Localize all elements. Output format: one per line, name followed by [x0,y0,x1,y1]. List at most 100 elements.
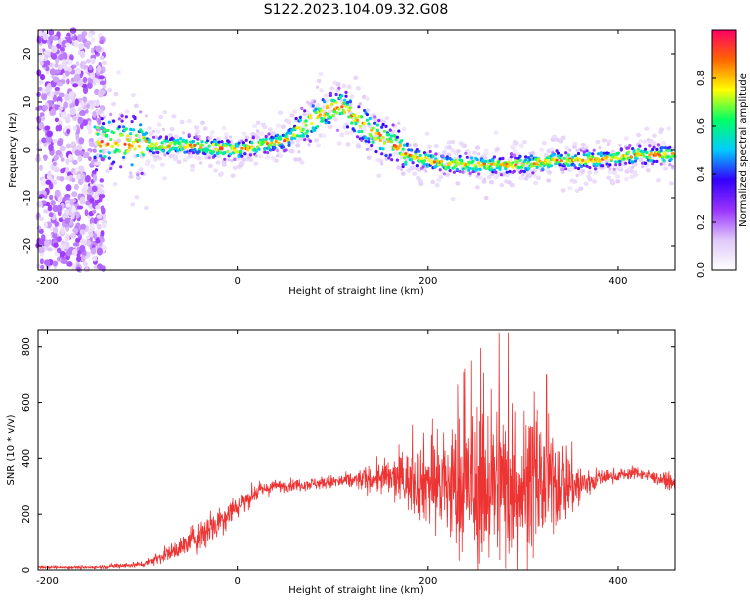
heatmap-cell [49,91,54,99]
heatmap-cell [244,135,250,140]
heatmap-cell [106,128,110,133]
heatmap-cell [257,147,261,151]
heatmap-cell [415,155,419,159]
heatmap-cell [144,162,150,167]
heatmap-cell [99,154,103,158]
heatmap-cell [87,120,92,127]
heatmap-cell [539,147,545,152]
heatmap-cell [85,58,91,64]
heatmap-cell [655,147,659,152]
heatmap-cell [536,175,541,180]
heatmap-cell [382,141,387,145]
heatmap-cell [104,134,109,138]
heatmap-cell [147,126,152,131]
heatmap-cell [450,148,456,153]
heatmap-cell [237,154,241,158]
heatmap-cell [53,154,59,161]
heatmap-cell [518,154,522,158]
heatmap-cell [498,157,502,161]
heatmap-cell [626,156,631,160]
heatmap-cell [67,59,73,65]
heatmap-cell [73,73,81,82]
heatmap-cell [261,122,266,128]
heatmap-cell [194,132,198,136]
heatmap-cell [76,255,82,263]
heatmap-cell [434,183,440,188]
heatmap-cell [286,131,290,135]
heatmap-cell [361,124,367,129]
heatmap-cell [328,91,332,95]
heatmap-cell [666,149,670,153]
heatmap-cell [517,166,521,170]
heatmap-cell [488,159,492,163]
heatmap-cell [73,183,79,191]
heatmap-cell [176,149,180,153]
heatmap-cell [73,39,79,48]
heatmap-cell [254,149,258,153]
heatmap-cell [96,126,100,130]
heatmap-cell [197,150,201,154]
heatmap-cell [321,133,327,139]
heatmap-cell [263,150,267,154]
heatmap-cell [35,147,43,152]
heatmap-cell [450,139,456,145]
heatmap-cell [527,167,531,171]
heatmap-cell [636,149,641,153]
heatmap-cell [259,131,265,137]
heatmap-cell [75,237,81,244]
heatmap-cell [99,39,105,45]
heatmap-cell [400,171,406,176]
heatmap-cell [380,125,384,129]
heatmap-cell [457,162,461,166]
heatmap-cell [144,139,148,143]
heatmap-cell [86,103,90,109]
heatmap-cell [85,239,92,246]
heatmap-cell [367,140,371,144]
heatmap-cell [349,94,355,99]
heatmap-cell [644,126,650,131]
heatmap-cell [60,168,65,174]
heatmap-cell [462,143,468,148]
heatmap-cell [418,181,424,187]
heatmap-cell [355,86,361,91]
heatmap-cell [64,233,70,242]
heatmap-cell [410,158,414,162]
heatmap-cell [221,126,227,131]
heatmap-cell [472,150,477,155]
heatmap-cell [327,120,331,125]
heatmap-cell [635,156,639,160]
heatmap-cell [79,50,86,59]
heatmap-cell [428,149,432,154]
heatmap-cell [88,156,92,162]
heatmap-cell [194,125,199,130]
heatmap-cell [329,86,335,91]
heatmap-cell [255,135,261,140]
heatmap-cell [624,169,630,174]
heatmap-cell [643,147,648,151]
heatmap-cell [51,45,58,54]
heatmap-cell [70,141,75,147]
heatmap-cell [233,157,237,161]
heatmap-cell [55,149,62,156]
heatmap-cell [274,139,278,144]
heatmap-cell [561,170,565,174]
heatmap-cell [36,201,43,208]
heatmap-cell [251,136,255,140]
heatmap-cell [481,159,485,163]
heatmap-cell [215,153,221,159]
heatmap-cell [341,83,347,89]
heatmap-cell [97,142,101,146]
heatmap-cell [102,221,107,229]
heatmap-cell [176,159,182,165]
heatmap-cell [273,146,277,150]
heatmap-cell [518,158,522,162]
heatmap-cell [160,145,164,149]
heatmap-cell [422,162,427,166]
heatmap-cell [380,152,384,156]
heatmap-cell [200,140,204,144]
heatmap-cell [240,146,244,150]
heatmap-cell [211,142,215,147]
heatmap-cell [460,161,464,166]
heatmap-cell [276,133,280,137]
heatmap-cell [651,141,657,146]
